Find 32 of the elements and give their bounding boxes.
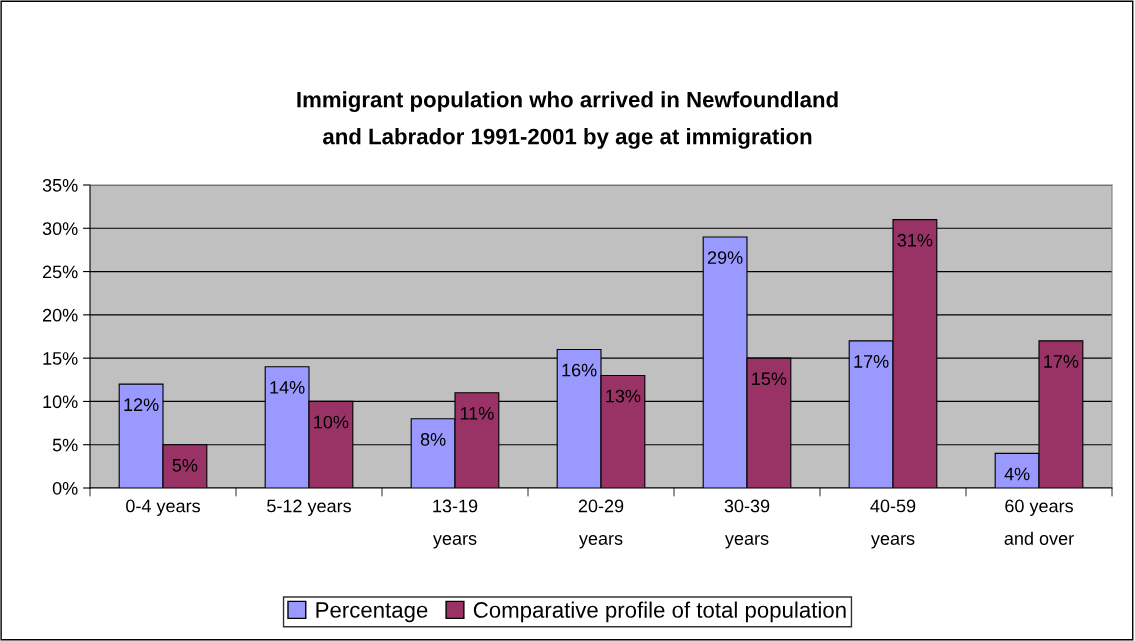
y-tick-label: 25% bbox=[42, 265, 78, 279]
y-tick-label: 35% bbox=[42, 178, 78, 192]
category-label: 13-19 years bbox=[432, 499, 478, 549]
x-tick-label: 60 years and over bbox=[1004, 499, 1074, 545]
data-label: 17% bbox=[1044, 355, 1079, 368]
data-label: 16% bbox=[562, 363, 597, 377]
category-label: 40-59 years bbox=[870, 499, 916, 549]
data-label: 4% bbox=[1004, 467, 1030, 481]
category-label: 30-39 years bbox=[724, 499, 770, 549]
x-tick-label: 0-4 years bbox=[126, 499, 200, 516]
legend-label: Percentage bbox=[316, 602, 428, 623]
data-label: 17% bbox=[854, 355, 889, 368]
data-label: 13% bbox=[606, 389, 641, 403]
y-tick-label: 20% bbox=[42, 308, 78, 322]
y-tick-label: 5% bbox=[52, 438, 78, 452]
data-label: 8% bbox=[420, 432, 446, 446]
data-label: 11% bbox=[460, 407, 494, 420]
category-label: 20-29 years bbox=[578, 499, 624, 549]
data-label: 5% bbox=[172, 458, 198, 472]
y-tick-label: 30% bbox=[42, 222, 78, 236]
y-tick-label: 15% bbox=[43, 352, 78, 365]
y-tick-label: 0% bbox=[52, 481, 78, 495]
data-label: 12% bbox=[124, 398, 159, 412]
x-tick-label: 5-12 years bbox=[267, 499, 351, 516]
chart-title: Immigrant population who arrived in Newfoundland and Labrador 1991-2001 by age at immigration bbox=[297, 91, 838, 149]
y-tick-label: 10% bbox=[43, 395, 78, 409]
data-label: 15% bbox=[752, 372, 787, 386]
data-label: 29% bbox=[707, 251, 743, 264]
data-label: 10% bbox=[314, 415, 349, 429]
legend-label: Comparative profile of total population bbox=[473, 601, 846, 623]
data-label: 14% bbox=[270, 381, 305, 394]
data-label: 31% bbox=[897, 233, 933, 247]
